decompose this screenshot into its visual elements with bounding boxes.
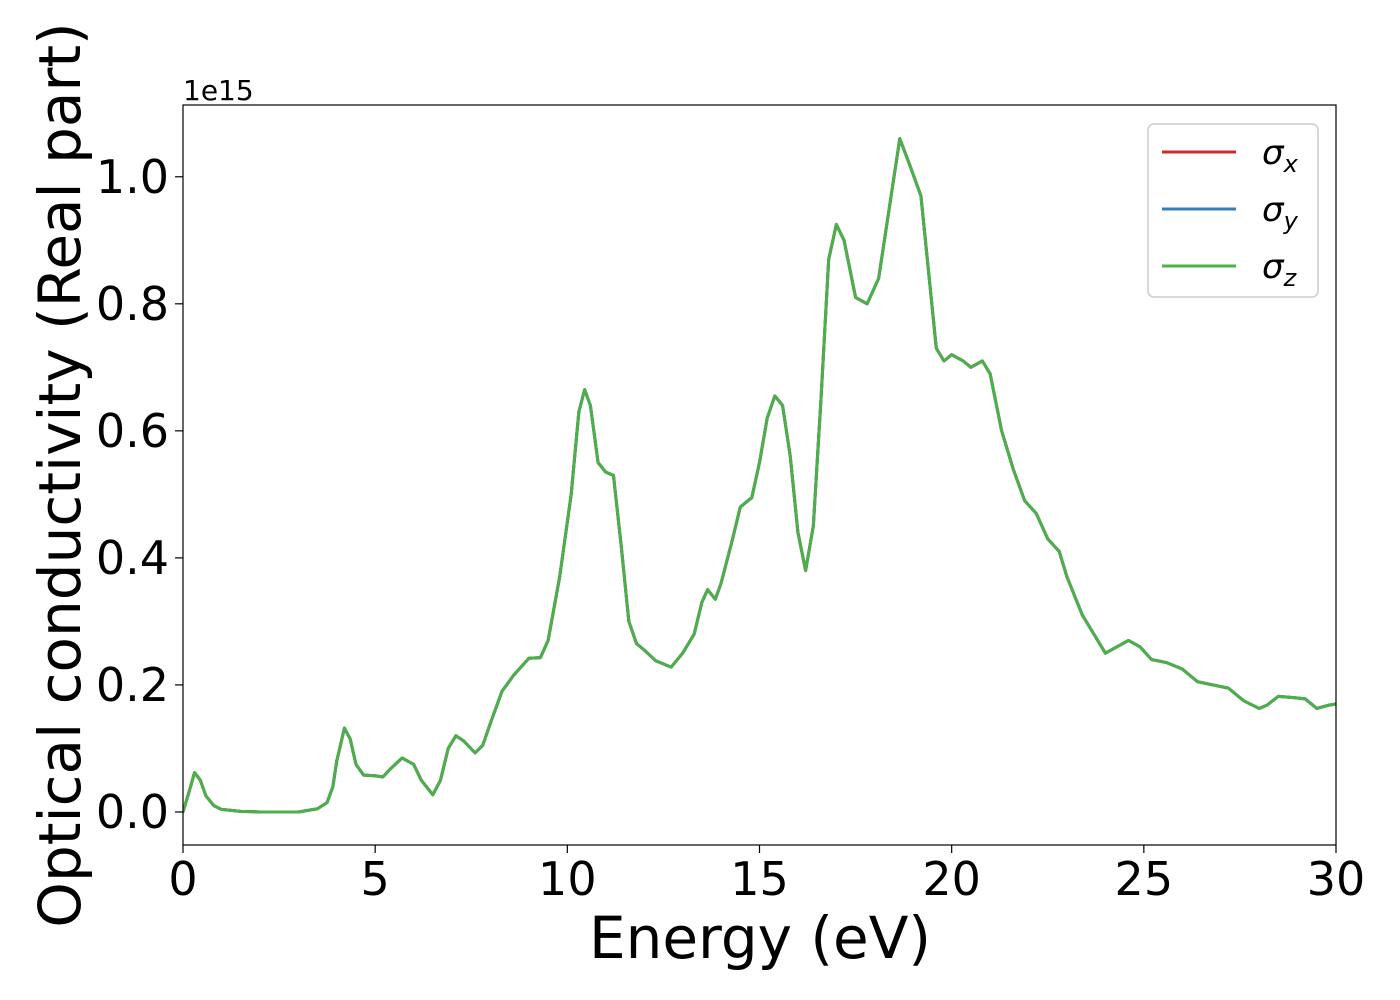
plot-frame — [182, 104, 1337, 846]
x-tick-label: 0 — [168, 852, 197, 906]
y-axis-label: Optical conductivity (Real part) — [26, 22, 94, 927]
y-tick-label: 0.0 — [96, 785, 169, 839]
y-tick-label: 0.2 — [96, 658, 169, 712]
y-tick-label: 0.6 — [96, 404, 169, 458]
legend-label: σx — [1262, 133, 1299, 178]
y-tick-label: 0.8 — [96, 277, 169, 331]
y-tick-label: 1.0 — [96, 150, 169, 204]
x-tick-label: 30 — [1307, 852, 1366, 906]
legend-label: σz — [1262, 247, 1298, 292]
x-axis-label: Energy (eV) — [589, 904, 931, 972]
x-tick-label: 25 — [1115, 852, 1174, 906]
x-tick-label: 20 — [922, 852, 981, 906]
y-offset-label: 1e15 — [183, 74, 254, 107]
plot-area — [183, 137, 1336, 814]
x-tick-label: 15 — [730, 852, 789, 906]
legend-label: σy — [1262, 190, 1299, 235]
x-tick-label: 5 — [361, 852, 390, 906]
y-tick-label: 0.4 — [96, 531, 169, 585]
x-tick-label: 10 — [538, 852, 597, 906]
series-line — [183, 137, 1336, 814]
